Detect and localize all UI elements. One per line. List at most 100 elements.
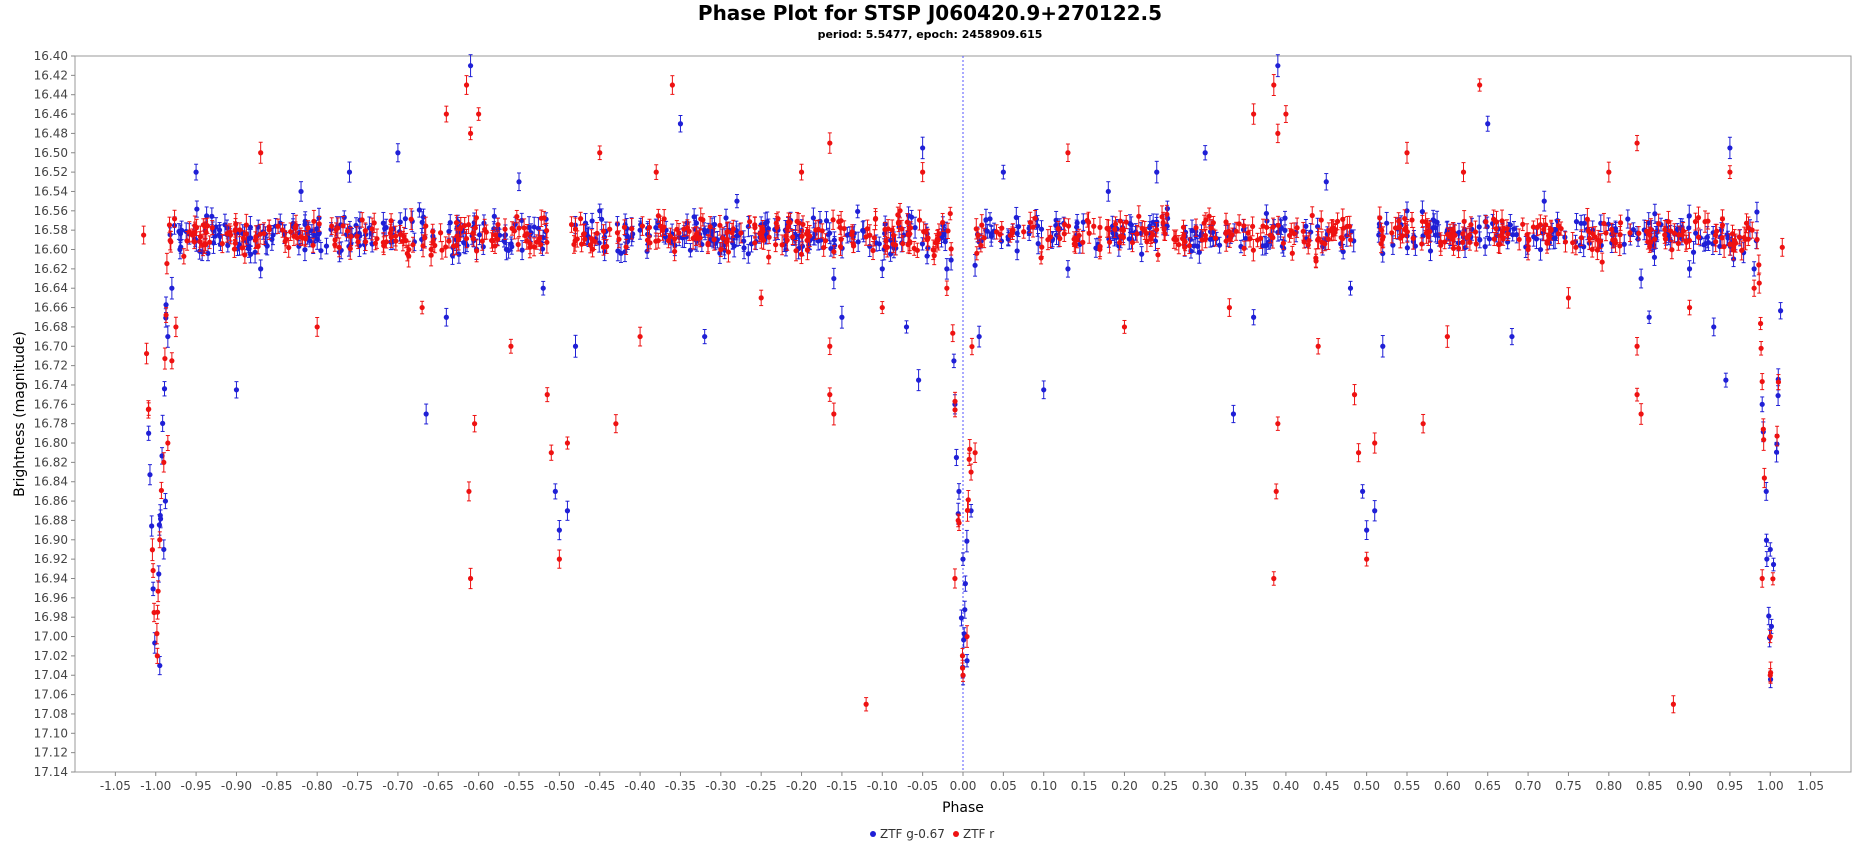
x-tick-label: 0.15 (1071, 779, 1098, 793)
ztf-r-point (428, 252, 434, 258)
ztf-r-point (1164, 211, 1170, 217)
ztf-r-point (237, 227, 243, 233)
ztf-r-point (167, 237, 173, 244)
x-tick-label: 0.85 (1636, 779, 1663, 793)
ztf-r-point (1504, 226, 1510, 232)
ztf-r-point (209, 224, 215, 231)
ztf-r-point (607, 226, 613, 232)
ztf-r-point (1397, 235, 1403, 241)
ztf-g-point (169, 285, 175, 291)
ztf-r-point (819, 228, 825, 234)
ztf-g-point (216, 227, 223, 233)
ztf-g-point (1074, 220, 1080, 226)
y-tick-label: 16.70 (34, 339, 68, 353)
x-tick-label: -0.05 (907, 779, 938, 793)
ztf-r-point (410, 242, 416, 248)
ztf-r-point (1182, 244, 1188, 251)
y-tick-label: 17.02 (34, 649, 68, 663)
ztf-g-point (176, 228, 182, 235)
ztf-r-point (1021, 229, 1027, 235)
ztf-r-point (219, 241, 225, 247)
ztf-g-point (919, 241, 926, 247)
ztf-g-point (446, 228, 452, 235)
ztf-r-point (1749, 227, 1755, 233)
y-tick-label: 16.68 (34, 320, 68, 334)
ztf-g-point (556, 527, 562, 533)
ztf-r-point (665, 238, 672, 244)
ztf-g-point (395, 150, 401, 156)
ztf-g-point (745, 251, 751, 257)
ztf-r-point (900, 241, 906, 247)
ztf-r-point (458, 225, 464, 231)
ztf-g-point (1509, 333, 1515, 340)
ztf-r-point (202, 241, 208, 247)
ztf-g-point (962, 581, 968, 587)
ztf-g-point (867, 243, 873, 249)
ztf-g-point (1105, 188, 1111, 195)
ztf-g-point (1462, 245, 1468, 251)
ztf-r-point (947, 210, 953, 217)
ztf-r-point (492, 243, 498, 249)
ztf-g-point (972, 262, 978, 268)
ztf-r-point (240, 235, 247, 241)
ztf-g-point (1340, 249, 1346, 255)
ztf-g-point (194, 206, 200, 212)
ztf-r-point (766, 234, 772, 240)
ztf-r-point (354, 233, 360, 239)
ztf-g-point (1754, 209, 1760, 215)
ztf-g-point (723, 215, 729, 221)
ztf-g-point (247, 251, 254, 257)
ztf-r-point (838, 236, 844, 242)
x-tick-label: 1.05 (1797, 779, 1824, 793)
ztf-r-point (1250, 247, 1256, 253)
ztf-g-point (1344, 233, 1350, 239)
ztf-r-point (1627, 230, 1633, 236)
ztf-r-point (348, 233, 354, 240)
ztf-g-point (1652, 211, 1658, 217)
chart-title: Phase Plot for STSP J060420.9+270122.5 (698, 1, 1162, 25)
ztf-r-point (1275, 222, 1281, 228)
ztf-r-point (1410, 235, 1416, 241)
ztf-g-point (1751, 266, 1757, 272)
ztf-r-point (1743, 220, 1750, 226)
ztf-g-point (1360, 488, 1366, 495)
ztf-r-point (1695, 234, 1702, 240)
ztf-r-point (730, 226, 736, 232)
ztf-g-point (233, 387, 240, 393)
ztf-g-point (165, 333, 171, 340)
y-tick-label: 16.44 (34, 88, 68, 102)
ztf-r-point (1609, 226, 1615, 232)
ztf-r-point (430, 228, 436, 235)
ztf-r-point (1745, 236, 1751, 242)
y-tick-label: 16.66 (34, 301, 68, 315)
ztf-r-point (1754, 236, 1760, 243)
ztf-g-point (1486, 236, 1493, 242)
ztf-g-point (916, 377, 922, 383)
ztf-g-point (1763, 537, 1770, 543)
ztf-g-point (491, 213, 497, 219)
y-tick-label: 16.94 (34, 571, 68, 585)
x-tick-label: -1.05 (100, 779, 131, 793)
ztf-r-point (766, 254, 772, 260)
x-tick-label: 1.00 (1757, 779, 1784, 793)
ztf-r-point (1597, 238, 1604, 244)
ztf-r-point (1662, 232, 1668, 238)
x-tick-label: -0.40 (625, 779, 656, 793)
ztf-r-point (1402, 215, 1408, 222)
ztf-g-point (1766, 613, 1772, 619)
ztf-g-point (976, 333, 982, 340)
ztf-r-point (655, 213, 661, 219)
ztf-r-point (446, 238, 452, 244)
ztf-g-point (296, 243, 302, 249)
ztf-g-point (318, 248, 324, 254)
x-tick-label: 0.35 (1232, 779, 1259, 793)
ztf-r-point (1061, 231, 1067, 237)
ztf-r-point (899, 226, 905, 232)
x-tick-label: -0.15 (826, 779, 857, 793)
ztf-r-point (1270, 224, 1276, 230)
ztf-r-point (1636, 230, 1642, 236)
ztf-r-point (647, 240, 653, 246)
ztf-g-point (1198, 230, 1205, 237)
ztf-r-point (871, 235, 877, 241)
ztf-g-point (1372, 508, 1378, 514)
